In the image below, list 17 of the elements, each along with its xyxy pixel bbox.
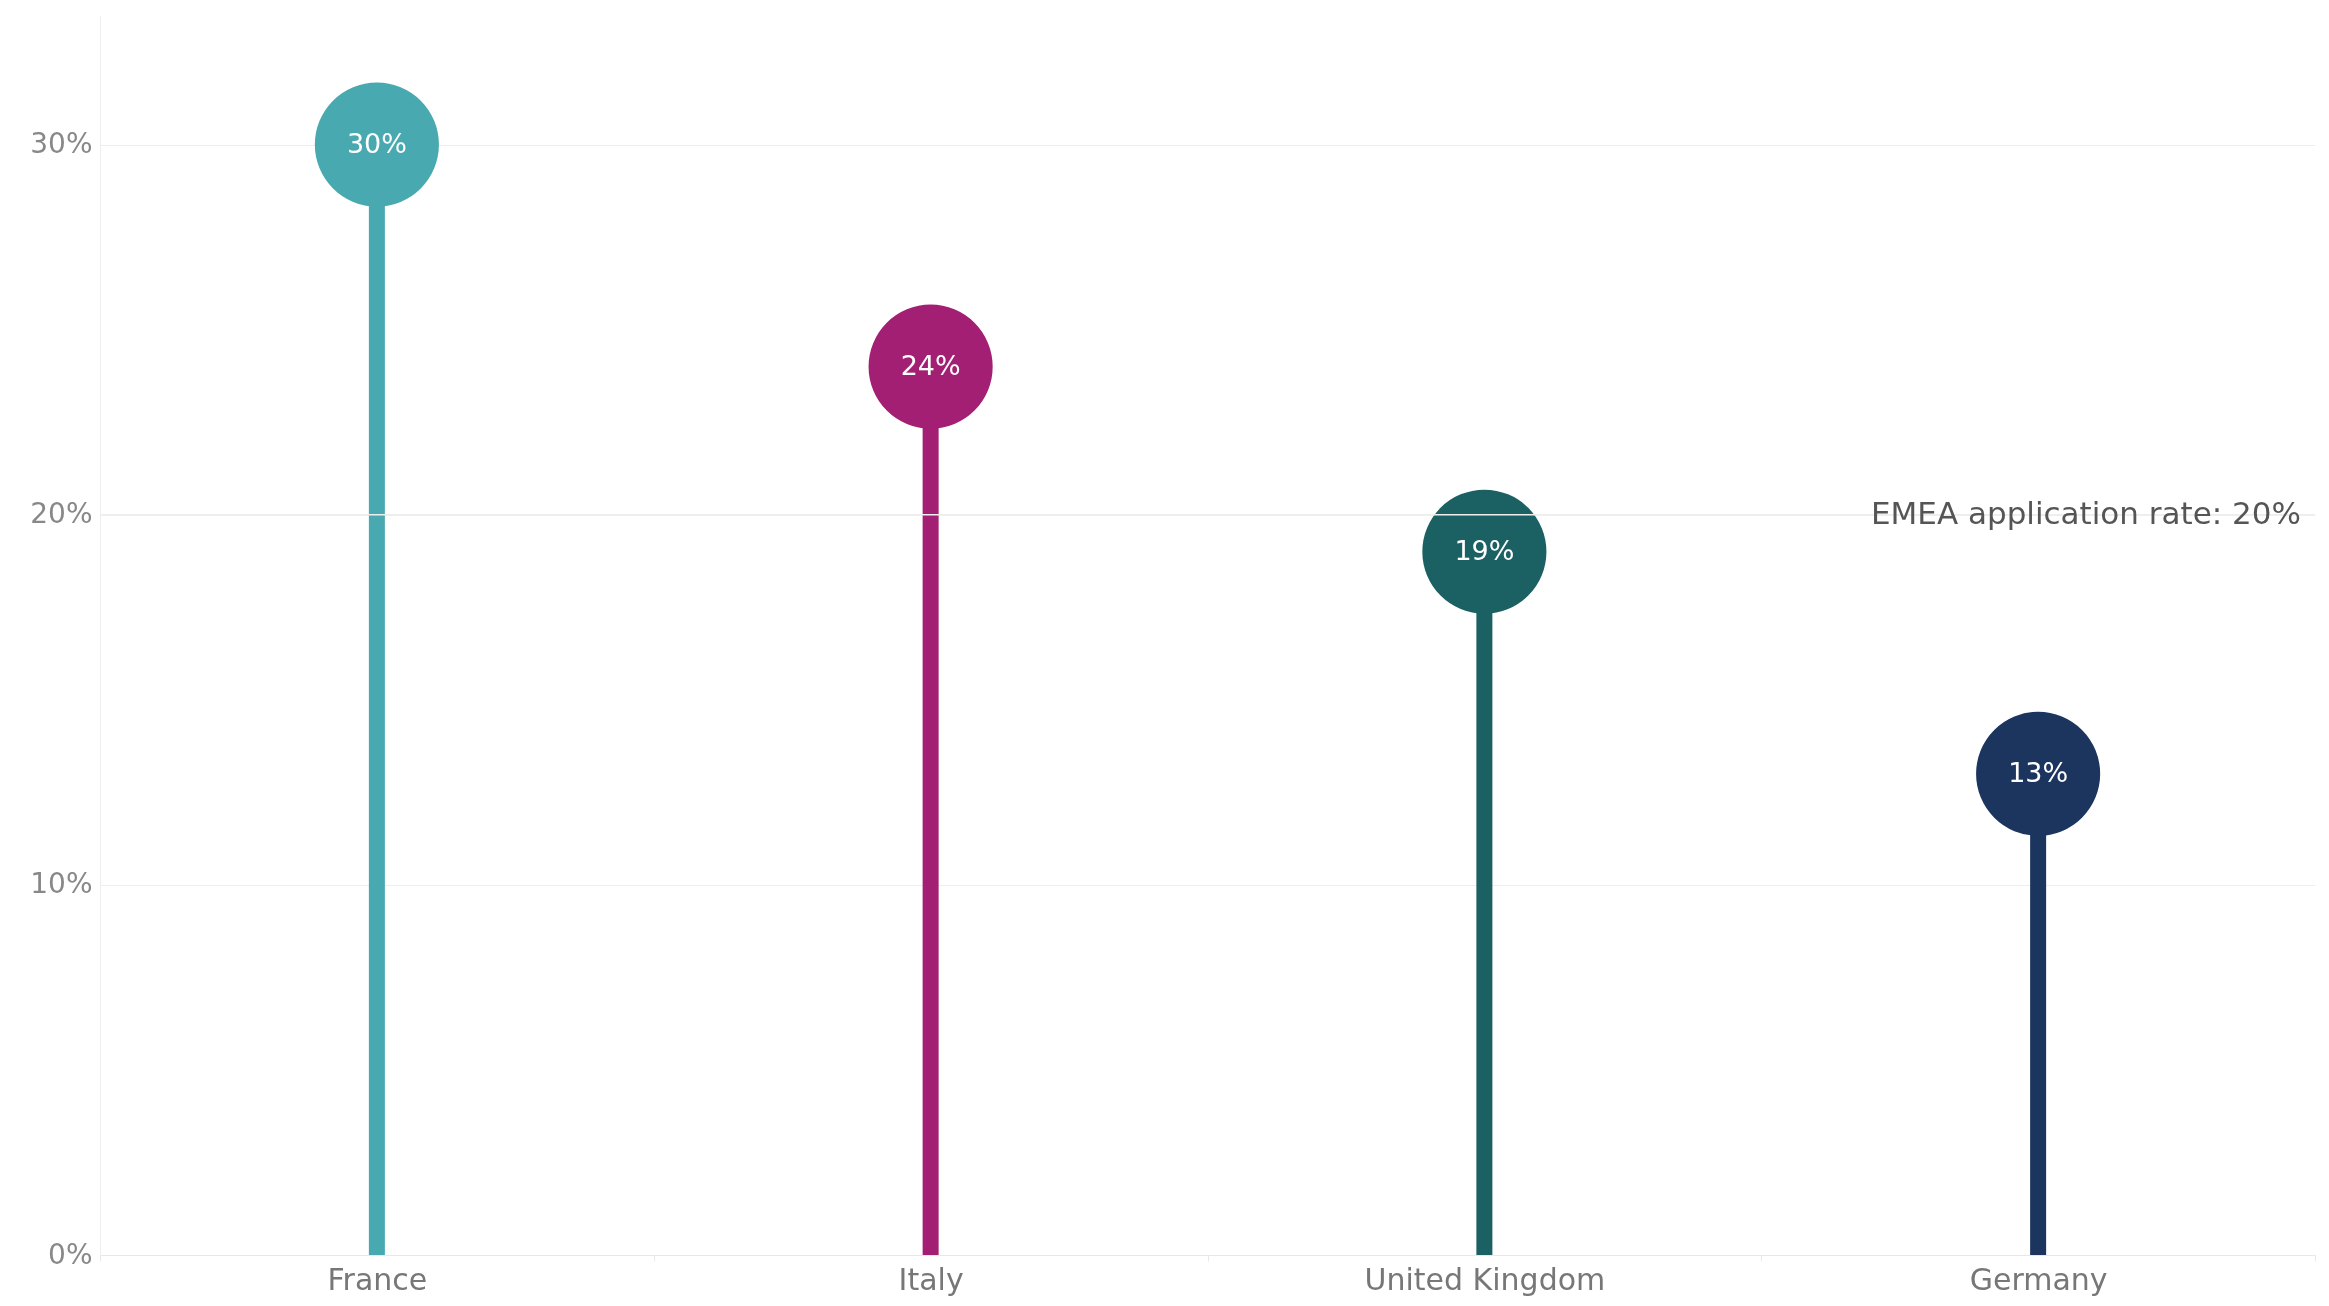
data-label: 30% [346,127,407,159]
data-label: 24% [900,349,961,381]
point [1422,489,1547,614]
y-tick-label: 30% [30,127,93,161]
y-tick-label: 10% [30,867,93,901]
data-label: 19% [1454,534,1515,566]
point [314,82,439,207]
y-tick-label: 0% [48,1237,93,1271]
x-tick-label: Italy [898,1261,964,1297]
y-tick-label: 20% [30,497,93,531]
x-tick-label: United Kingdom [1364,1261,1606,1297]
x-tick-label: Germany [1969,1261,2108,1297]
point [868,304,993,429]
x-tick-label: France [327,1261,428,1297]
point [1976,711,2101,836]
data-label: 13% [2008,756,2069,788]
ref-line-label: EMEA application rate: 20% [1870,494,2301,531]
